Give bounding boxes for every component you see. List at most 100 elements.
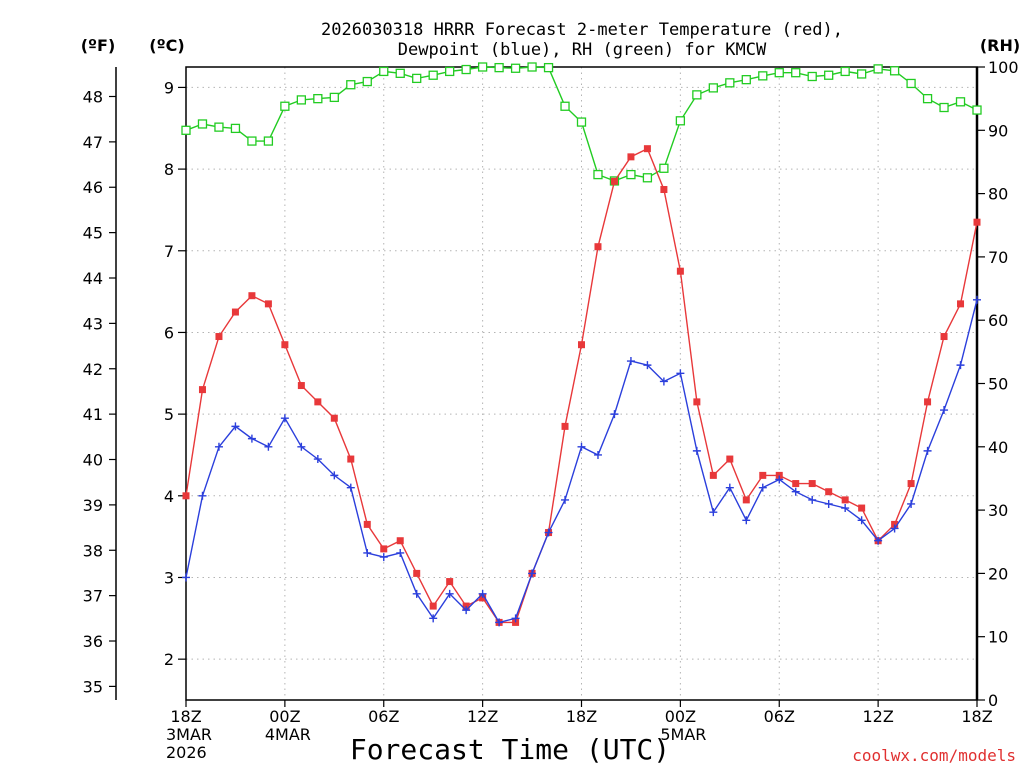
temperature-point [297, 382, 305, 390]
rh-point [329, 92, 339, 103]
dewpoint-point [429, 614, 438, 623]
x-tick-label: 18Z [566, 707, 597, 726]
x-tick-label: 18Z [961, 707, 992, 726]
rh-point [445, 66, 455, 77]
rh-tick-label: 90 [988, 121, 1008, 140]
rh-point [395, 68, 405, 78]
dewpoint-point [297, 442, 306, 451]
rh-point [824, 70, 834, 80]
rh-point [280, 101, 290, 111]
temperature-point [610, 177, 618, 185]
x-tick-label: 5MAR [660, 725, 706, 744]
dewpoint-point [396, 548, 405, 557]
temperature-point [940, 333, 948, 341]
fahrenheit-tick-label: 38 [83, 541, 103, 560]
fahrenheit-tick-label: 41 [83, 405, 103, 424]
fahrenheit-tick-label: 35 [83, 677, 103, 696]
fahrenheit-tick-label: 42 [83, 360, 103, 379]
temperature-point [330, 414, 338, 422]
rh-point [510, 63, 521, 73]
dewpoint-point [330, 471, 339, 480]
rh-point [626, 169, 636, 180]
temperature-point [907, 480, 915, 488]
celsius-unit-label: (ºC) [149, 36, 184, 55]
dewpoint-point [874, 536, 883, 545]
celsius-tick-label: 7 [164, 242, 174, 261]
rh-point [922, 94, 933, 104]
dewpoint-point [742, 516, 751, 525]
dewpoint-point [231, 422, 240, 431]
temperature-point [891, 520, 899, 528]
temperature-point [264, 300, 272, 308]
dewpoint-point [841, 504, 850, 513]
rh-point [807, 71, 817, 82]
celsius-tick-label: 4 [164, 487, 174, 506]
x-tick-label: 00Z [269, 707, 300, 726]
temperature-point [231, 308, 239, 316]
fahrenheit-tick-label: 36 [83, 632, 103, 651]
dewpoint-point [610, 410, 619, 419]
temperature-point [281, 341, 289, 349]
dewpoint-point [412, 589, 421, 598]
x-axis-title: Forecast Time (UTC) [350, 733, 670, 766]
temperature-point [396, 537, 404, 545]
dewpoint-point [198, 491, 207, 500]
temperature-point [479, 594, 487, 602]
temperature-point [792, 480, 800, 488]
series-layer [181, 62, 982, 627]
fahrenheit-unit-label: (ºF) [81, 36, 116, 55]
fahrenheit-tick-label: 43 [83, 314, 103, 333]
temperature-point [726, 455, 734, 463]
rh-point [642, 173, 653, 183]
celsius-tick-label: 2 [164, 650, 174, 669]
rh-tick-label: 30 [988, 501, 1008, 520]
dewpoint-point [643, 361, 652, 370]
fahrenheit-tick-label: 44 [83, 269, 103, 288]
temperature-point [314, 398, 322, 406]
fahrenheit-tick-label: 39 [83, 496, 103, 515]
rh-series [181, 62, 982, 186]
temperature-point [676, 267, 684, 275]
rh-point [906, 78, 916, 89]
rh-point [181, 125, 191, 135]
celsius-tick-label: 5 [164, 405, 174, 424]
celsius-tick-label: 3 [164, 568, 174, 587]
dewpoint-point [264, 442, 273, 451]
rh-point [313, 94, 323, 104]
rh-point [296, 95, 307, 105]
fahrenheit-tick-label: 40 [83, 451, 103, 470]
temperature-point [693, 398, 701, 406]
rh-point [412, 73, 422, 84]
chart-title-line-2: Dewpoint (blue), RH (green) for KMCW [398, 40, 767, 60]
rh-point [758, 71, 768, 81]
temperature-point [198, 386, 206, 394]
temperature-point [627, 153, 635, 161]
temperature-point [924, 398, 932, 406]
rh-tick-label: 20 [988, 564, 1008, 583]
rh-tick-label: 10 [988, 628, 1008, 647]
temperature-point [413, 569, 421, 577]
dewpoint-point [511, 614, 520, 623]
dewpoint-point [890, 524, 899, 533]
temperature-point [660, 186, 668, 194]
temperature-point [462, 602, 470, 610]
rh-point [461, 64, 471, 75]
celsius-tick-label: 6 [164, 323, 174, 342]
temperature-point [759, 471, 767, 479]
dewpoint-series [182, 295, 981, 627]
rh-tick-label: 40 [988, 438, 1008, 457]
temperature-point [973, 218, 981, 226]
dewpoint-point [313, 455, 322, 464]
temperature-point [808, 480, 816, 488]
fahrenheit-tick-label: 47 [83, 133, 103, 152]
rh-point [708, 83, 718, 93]
rh-point [939, 102, 949, 113]
rh-point [972, 105, 982, 115]
grid-lines [186, 67, 977, 700]
x-tick-label: 18Z [170, 707, 201, 726]
rh-point [247, 136, 257, 146]
dewpoint-point [775, 475, 784, 484]
x-tick-label: 06Z [764, 707, 795, 726]
rh-point [230, 123, 241, 134]
